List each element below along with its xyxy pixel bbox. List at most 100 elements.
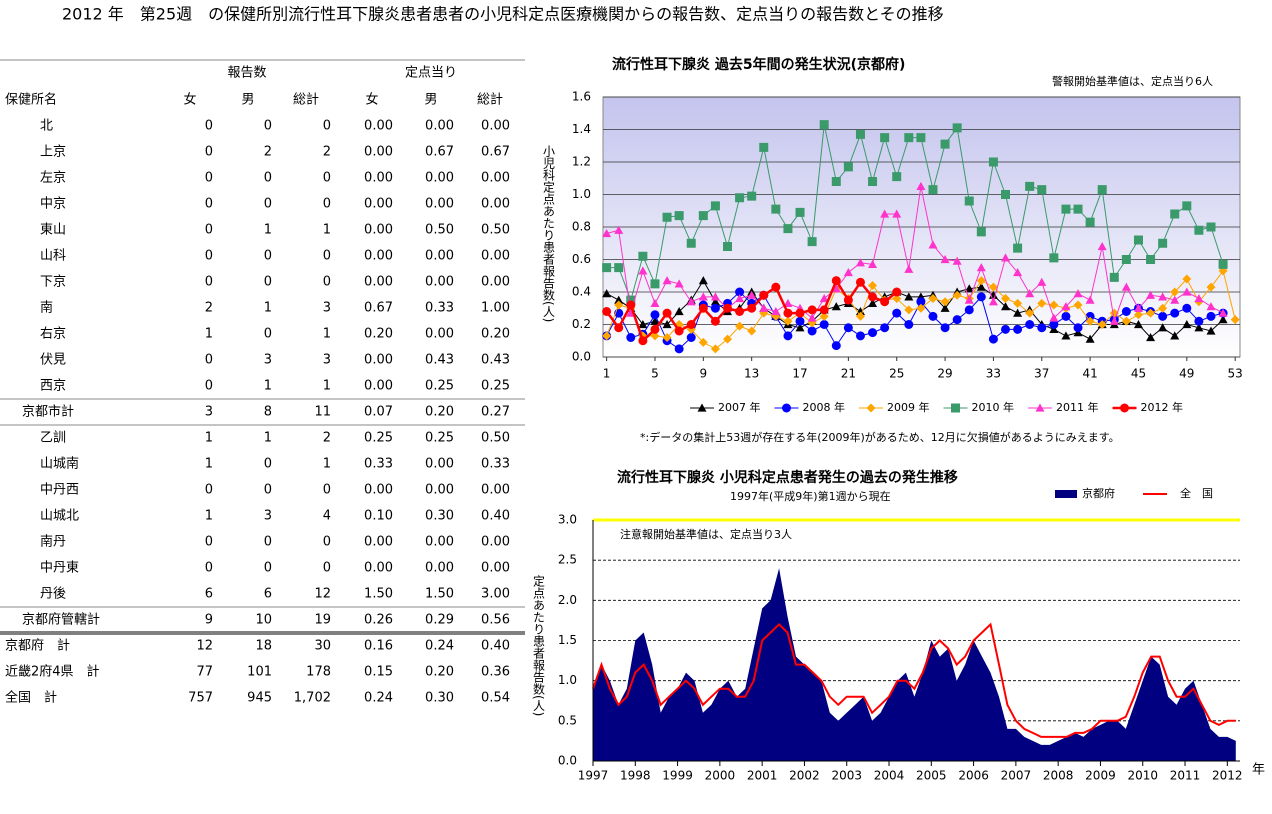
marker — [964, 196, 974, 206]
marker — [904, 292, 914, 301]
table-cell: 6 — [264, 587, 272, 602]
row-label: 全国 計 — [5, 690, 57, 706]
legend-marker — [1120, 403, 1129, 413]
marker — [1170, 308, 1180, 318]
marker — [1025, 181, 1035, 191]
marker — [928, 294, 938, 303]
y-tick-label: 2.0 — [558, 593, 577, 607]
table-cell: 0.30 — [425, 509, 454, 524]
marker — [686, 297, 696, 306]
marker — [735, 321, 745, 331]
y-tick-label: 0.4 — [572, 285, 591, 299]
marker — [686, 333, 696, 342]
row-label: 京都市計 — [22, 404, 74, 420]
marker — [880, 297, 890, 307]
x-tick-label: 2002 — [789, 769, 820, 783]
x-tick-label: 1 — [603, 367, 611, 381]
marker — [1146, 308, 1156, 318]
table-cell: 2 — [323, 431, 331, 446]
table-cell: 0.00 — [425, 275, 454, 290]
marker — [771, 282, 781, 292]
table-cell: 0.00 — [425, 483, 454, 498]
marker — [819, 320, 829, 329]
table-cell: 6 — [205, 587, 213, 602]
table-cell: 1 — [205, 457, 213, 472]
table-cell: 2 — [205, 301, 213, 316]
table-cell: 0 — [323, 171, 331, 186]
table-cell: 0.67 — [364, 301, 393, 316]
marker — [1085, 334, 1095, 343]
marker — [904, 264, 914, 273]
marker — [747, 191, 757, 201]
row-label: 伏見 — [40, 353, 66, 368]
x-tick-label: 2000 — [705, 769, 736, 783]
marker — [1146, 255, 1156, 264]
marker — [662, 320, 672, 329]
table-cell: 0.00 — [481, 171, 510, 186]
marker — [940, 303, 950, 312]
table-cell: 1 — [205, 431, 213, 446]
marker — [1025, 308, 1035, 318]
marker — [735, 193, 745, 203]
legend-label: 2009 年 — [887, 400, 930, 414]
marker — [614, 323, 624, 333]
table-cell: 0 — [205, 171, 213, 186]
marker — [783, 331, 793, 341]
x-tick-label: 2007 — [1001, 769, 1032, 783]
marker — [1001, 324, 1011, 334]
table-cell: 0.00 — [364, 535, 393, 550]
marker — [710, 344, 720, 354]
marker — [698, 211, 708, 221]
table-cell: 0.67 — [481, 145, 510, 160]
table-cell: 2 — [264, 145, 272, 160]
marker — [783, 316, 793, 326]
marker — [674, 307, 684, 316]
marker — [759, 303, 769, 312]
marker — [783, 298, 793, 307]
table-cell: 0.56 — [481, 613, 510, 628]
marker — [904, 305, 914, 315]
marker — [662, 212, 672, 222]
marker — [1170, 287, 1180, 297]
table-cell: 3 — [205, 405, 213, 420]
marker — [1037, 277, 1047, 286]
marker — [1037, 185, 1047, 195]
table-cell: 0.00 — [425, 171, 454, 186]
marker — [783, 224, 793, 234]
table-cell: 3 — [264, 509, 272, 524]
table-cell: 0.40 — [481, 639, 510, 654]
marker — [1049, 320, 1059, 329]
marker — [662, 308, 672, 318]
y-axis-label: 定点あたり患者報告数(人) — [532, 574, 546, 717]
marker — [976, 227, 986, 237]
series-line — [606, 291, 1224, 350]
series-line — [606, 279, 1224, 340]
row-label: 京都府 計 — [5, 638, 70, 654]
group-header: 定点当り — [405, 66, 457, 81]
marker — [868, 292, 878, 302]
marker — [1182, 287, 1192, 296]
table-cell: 0 — [323, 249, 331, 264]
marker — [1146, 290, 1156, 299]
marker — [614, 300, 624, 310]
marker — [928, 311, 938, 321]
table-cell: 0.24 — [364, 691, 393, 706]
table-cell: 945 — [247, 691, 272, 706]
legend-marker — [1035, 403, 1045, 412]
table-cell: 0.00 — [425, 249, 454, 264]
table-cell: 1.50 — [425, 587, 454, 602]
table-cell: 1 — [323, 223, 331, 238]
table-cell: 11 — [314, 405, 331, 420]
marker — [710, 201, 720, 211]
marker — [602, 331, 612, 341]
table-cell: 0 — [205, 483, 213, 498]
table-cell: 0 — [323, 119, 331, 134]
row-label: 左京 — [40, 171, 66, 186]
marker — [831, 341, 841, 351]
table-cell: 757 — [188, 691, 213, 706]
marker — [940, 297, 950, 307]
marker — [1170, 295, 1180, 304]
chart-title: 流行性耳下腺炎 過去5年間の発生状況(京都府) — [612, 56, 905, 73]
table-cell: 0.29 — [425, 613, 454, 628]
table-cell: 101 — [247, 665, 272, 680]
